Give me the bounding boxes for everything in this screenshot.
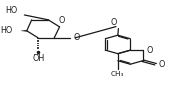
Text: O: O	[147, 46, 153, 55]
Text: HO: HO	[5, 6, 17, 15]
Text: O̅H: O̅H	[32, 54, 45, 63]
Polygon shape	[21, 30, 27, 32]
Text: HO: HO	[1, 26, 13, 35]
Text: O: O	[58, 16, 65, 25]
Text: O: O	[111, 18, 117, 27]
Text: O: O	[159, 60, 165, 69]
Text: O: O	[73, 33, 80, 42]
Text: CH₃: CH₃	[111, 71, 125, 77]
